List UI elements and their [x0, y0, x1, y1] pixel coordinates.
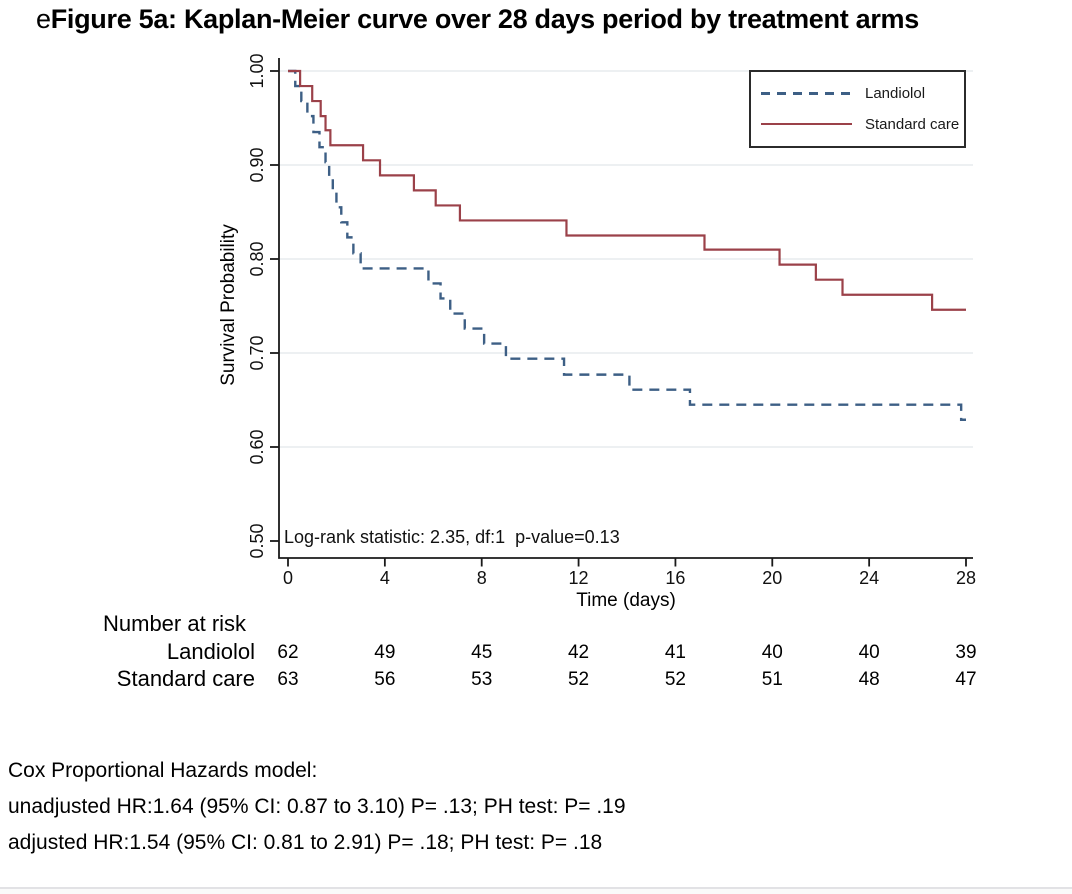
- legend-entry-landiolol: Landiolol: [751, 85, 964, 102]
- risk-row-label-standard-care: Standard care: [116, 666, 255, 691]
- x-tick-label: 24: [859, 568, 879, 588]
- y-tick-label: 0.70: [247, 335, 267, 370]
- x-tick-label: 0: [283, 568, 293, 588]
- risk-count: 42: [567, 642, 590, 663]
- risk-row-landiolol: Landiolol 62 49 45 42 41 40 40 39: [0, 639, 1072, 666]
- y-tick-label: 0.60: [247, 429, 267, 464]
- y-tick-label: 0.80: [247, 241, 267, 276]
- x-tick-label: 20: [762, 568, 782, 588]
- y-axis-title: Survival Probability: [218, 224, 239, 386]
- risk-row-label-landiolol: Landiolol: [166, 639, 255, 664]
- km-plot: 1.00 0.90 0.80 0.70 0.60 0.50 0 4 8 12 16 20 24 28: [247, 53, 976, 588]
- x-tick-label: 28: [956, 568, 976, 588]
- y-tick-label: 0.90: [247, 147, 267, 182]
- risk-count: 51: [761, 669, 783, 690]
- figure-title-main: Figure 5a: Kaplan-Meier curve over 28 da…: [50, 4, 920, 34]
- risk-count: 63: [277, 669, 299, 690]
- risk-row-values-landiolol: 62 49 45 42 41 40 40 39: [0, 639, 1072, 666]
- risk-count: 39: [955, 642, 977, 663]
- chart-legend: Landiolol Standard care: [749, 70, 966, 148]
- curve-standard-care: [288, 69, 966, 311]
- figure-title-prefix: e: [36, 4, 51, 34]
- cox-note-unadjusted: unadjusted HR:1.64 (95% CI: 0.87 to 3.10…: [8, 795, 626, 818]
- x-tick-label: 4: [380, 568, 390, 588]
- axis-lines: [278, 58, 973, 559]
- risk-count: 62: [277, 642, 299, 663]
- x-tick-label: 12: [569, 568, 589, 588]
- risk-count: 47: [955, 669, 977, 690]
- risk-count: 40: [761, 642, 783, 663]
- legend-entry-standard-care: Standard care: [751, 116, 964, 133]
- landiolol-line-sample-icon: [761, 92, 852, 96]
- risk-row-values-standard-care: 63 56 53 52 52 51 48 47: [0, 666, 1072, 693]
- x-axis-title: Time (days): [576, 590, 676, 611]
- x-tick-label: 8: [477, 568, 487, 588]
- risk-count: 53: [471, 669, 493, 690]
- risk-count: 45: [471, 642, 493, 663]
- x-tick-label: 16: [665, 568, 685, 588]
- bottom-divider: [0, 887, 1072, 894]
- cox-note-adjusted: adjusted HR:1.54 (95% CI: 0.81 to 2.91) …: [8, 831, 603, 854]
- risk-count: 49: [374, 642, 396, 663]
- y-tick-label: 0.50: [247, 523, 267, 558]
- risk-row-standard-care: Standard care 63 56 53 52 52 51 48 47: [0, 666, 1072, 693]
- curve-landiolol: [288, 69, 966, 421]
- risk-count: 52: [664, 669, 686, 690]
- legend-label-landiolol: Landiolol: [865, 85, 926, 103]
- figure-title: eFigure 5a: Kaplan-Meier curve over 28 d…: [36, 4, 919, 35]
- risk-count: 41: [664, 642, 686, 663]
- cox-note-title: Cox Proportional Hazards model:: [8, 759, 318, 782]
- logrank-annotation: Log-rank statistic: 2.35, df:1 p-value=0…: [284, 527, 620, 547]
- cox-model-notes: Cox Proportional Hazards model: unadjust…: [8, 753, 626, 861]
- legend-label-standard-care: Standard care: [865, 115, 960, 133]
- risk-count: 40: [858, 642, 880, 663]
- risk-table-header: Number at risk: [103, 611, 247, 636]
- standard-care-line-sample-icon: [761, 122, 852, 126]
- risk-count: 52: [567, 669, 590, 690]
- risk-count: 48: [858, 669, 880, 690]
- risk-count: 56: [374, 669, 396, 690]
- y-tick-label: 1.00: [247, 53, 267, 88]
